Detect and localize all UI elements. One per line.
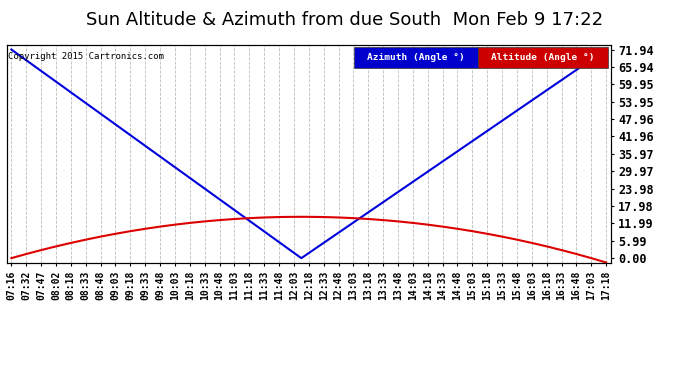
FancyBboxPatch shape: [354, 47, 477, 68]
FancyBboxPatch shape: [477, 47, 608, 68]
Text: Sun Altitude & Azimuth from due South  Mon Feb 9 17:22: Sun Altitude & Azimuth from due South Mo…: [86, 11, 604, 29]
Text: Altitude (Angle °): Altitude (Angle °): [491, 53, 595, 62]
Text: Azimuth (Angle °): Azimuth (Angle °): [367, 53, 465, 62]
Text: Copyright 2015 Cartronics.com: Copyright 2015 Cartronics.com: [8, 51, 164, 60]
